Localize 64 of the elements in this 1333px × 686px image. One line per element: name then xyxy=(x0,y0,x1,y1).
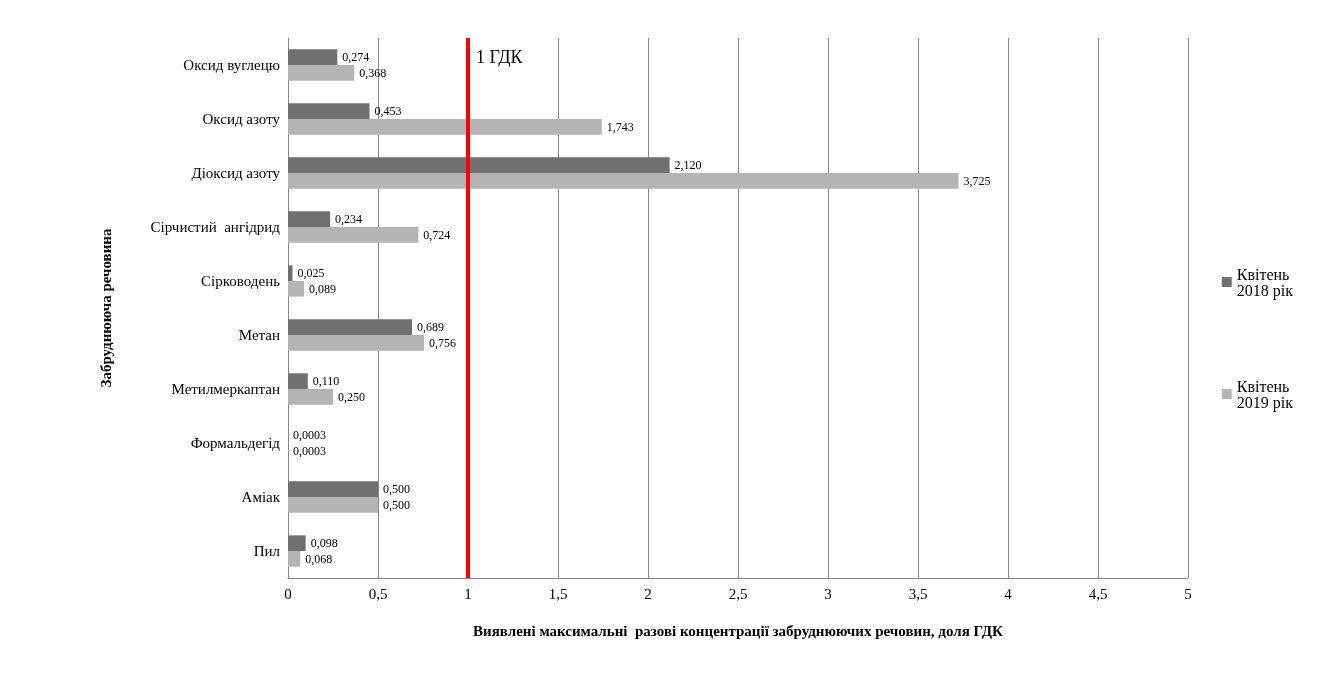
x-tick-label: 0,5 xyxy=(368,585,388,602)
bar xyxy=(288,481,378,497)
bar xyxy=(288,65,355,81)
bar xyxy=(288,319,413,335)
x-tick-label: 3,5 xyxy=(908,585,928,602)
bar xyxy=(288,535,306,551)
data-label: 0,250 xyxy=(338,389,365,404)
data-label: 0,0003 xyxy=(293,443,327,458)
data-label: 0,0003 xyxy=(293,428,327,443)
ref-line-label: 1 ГДК xyxy=(476,47,524,67)
data-label: 0,025 xyxy=(297,266,325,281)
y-tick-label: Аміак xyxy=(241,489,281,505)
y-tick-label: Оксид вуглецю xyxy=(183,57,280,73)
x-tick-label: 2,5 xyxy=(728,585,748,602)
data-label: 0,724 xyxy=(423,227,451,242)
bar xyxy=(288,103,370,119)
data-label: 0,234 xyxy=(335,212,363,227)
y-tick-label: Пил xyxy=(253,543,281,559)
x-axis-title: Виявлені максимальні разові концентрації забруднюючих речовин, доля ГДК xyxy=(473,622,1004,639)
x-tick-label: 2 xyxy=(644,585,652,602)
bar xyxy=(288,335,425,351)
x-tick-label: 1,5 xyxy=(548,585,568,602)
data-label: 0,110 xyxy=(312,374,340,389)
legend-label: Квітень 2018 рік xyxy=(1236,265,1294,300)
bar xyxy=(288,227,419,243)
x-tick-label: 3 xyxy=(824,585,832,602)
data-label: 1,743 xyxy=(606,119,634,134)
y-tick-label: Оксид азоту xyxy=(202,111,281,127)
x-tick-label: 4,5 xyxy=(1088,585,1108,602)
x-tick-label: 1 xyxy=(464,585,472,602)
data-label: 0,756 xyxy=(429,335,457,350)
bar xyxy=(288,211,331,227)
data-label: 0,689 xyxy=(417,320,445,335)
data-label: 0,089 xyxy=(309,281,337,296)
bar xyxy=(288,281,305,297)
bar xyxy=(288,265,293,281)
y-tick-label: Метан xyxy=(238,327,280,343)
y-tick-label: Сірчистий ангідрид xyxy=(150,219,281,235)
data-label: 0,068 xyxy=(305,551,333,566)
bar xyxy=(288,389,333,405)
data-label: 0,500 xyxy=(383,497,410,512)
y-tick-label: Формальдегід xyxy=(190,435,281,451)
y-axis-title: Забруднююча речовина xyxy=(97,228,114,388)
bar xyxy=(288,551,301,567)
data-label: 0,453 xyxy=(374,104,402,119)
data-label: 3,725 xyxy=(963,173,991,188)
x-tick-label: 0 xyxy=(284,585,292,602)
y-tick-label: Метилмеркаптан xyxy=(171,381,280,397)
bar xyxy=(288,119,602,135)
data-label: 0,274 xyxy=(342,50,370,65)
bar xyxy=(288,497,378,513)
bar xyxy=(288,173,959,189)
data-label: 0,368 xyxy=(359,65,387,80)
data-label: 0,098 xyxy=(310,536,338,551)
data-label: 0,500 xyxy=(383,482,410,497)
bar xyxy=(288,157,670,173)
y-tick-label: Діоксид азоту xyxy=(191,165,281,181)
data-label: 2,120 xyxy=(674,158,702,173)
x-tick-label: 4 xyxy=(1004,585,1013,602)
x-tick-label: 5 xyxy=(1184,585,1192,602)
legend-label: Квітень 2019 рік xyxy=(1236,377,1294,412)
bar xyxy=(288,49,338,65)
bar xyxy=(288,373,308,389)
y-tick-label: Сірководень xyxy=(201,273,281,289)
